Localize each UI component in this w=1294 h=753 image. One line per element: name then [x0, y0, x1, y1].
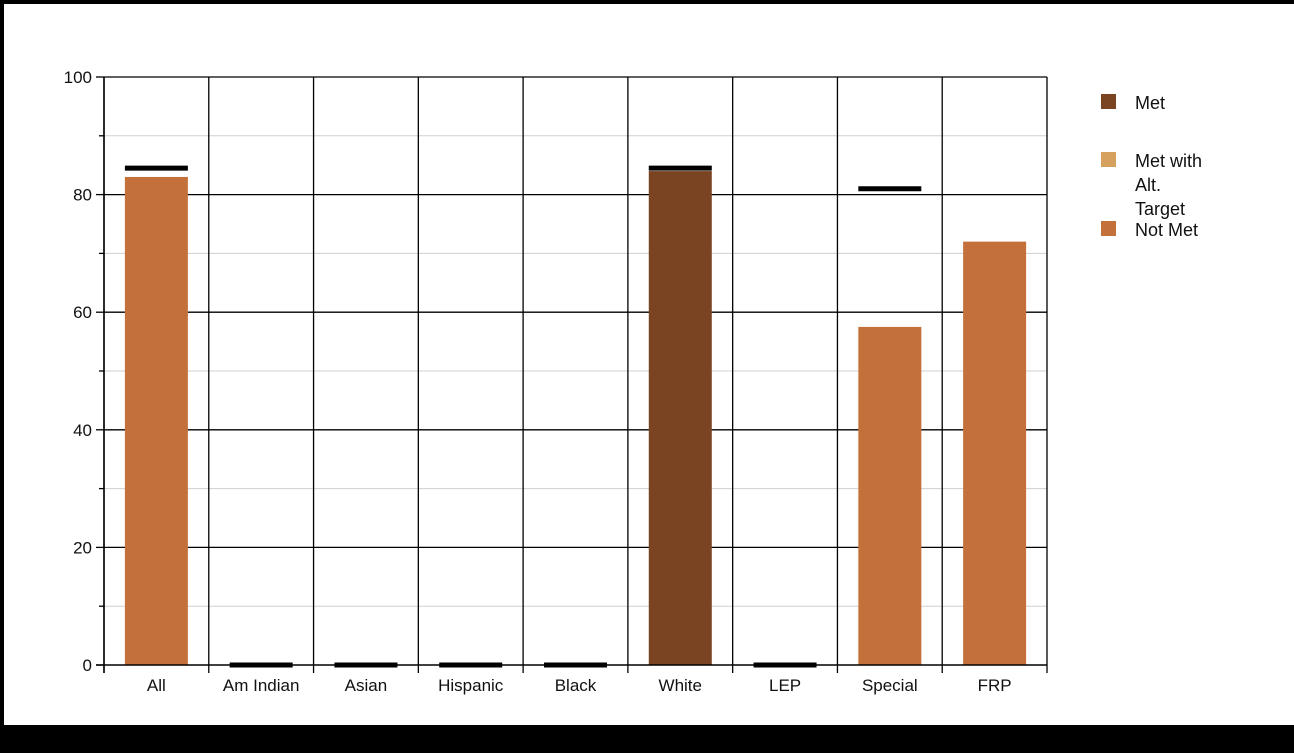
y-tick-label: 0	[83, 656, 92, 675]
y-tick-label: 100	[64, 68, 92, 87]
bar-frp	[963, 241, 1027, 665]
x-tick-label: White	[659, 676, 702, 695]
x-tick-label: Special	[862, 676, 918, 695]
bar-chart: 0 20 40 60 80 100 All Am Indian Asian Hispanic Bla…	[64, 68, 1202, 695]
bar-special	[858, 326, 922, 665]
x-tick-label: Hispanic	[438, 676, 504, 695]
axes: 0 20 40 60 80 100 All Am Indian Asian Hispanic Bla…	[64, 68, 1048, 695]
y-tick-label: 80	[73, 186, 92, 205]
bar-all	[124, 176, 188, 665]
y-tick-label: 40	[73, 421, 92, 440]
x-tick-label: LEP	[769, 676, 801, 695]
x-tick-label: All	[147, 676, 166, 695]
legend-swatch	[1101, 221, 1116, 236]
x-tick-label: Am Indian	[223, 676, 300, 695]
y-tick-label: 60	[73, 303, 92, 322]
chart-frame: 0 20 40 60 80 100 All Am Indian Asian Hispanic Bla…	[4, 4, 1294, 725]
legend-label: Not Met	[1135, 220, 1198, 240]
legend-swatch	[1101, 94, 1116, 109]
legend-swatch	[1101, 152, 1116, 167]
bars	[124, 171, 1027, 665]
x-tick-label: Black	[555, 676, 597, 695]
y-tick-label: 20	[73, 538, 92, 557]
legend-label: Met	[1135, 93, 1165, 113]
x-tick-label: Asian	[345, 676, 388, 695]
bar-white	[648, 171, 712, 665]
legend-label: Met with Alt. Target	[1135, 151, 1202, 219]
x-tick-label: FRP	[978, 676, 1012, 695]
